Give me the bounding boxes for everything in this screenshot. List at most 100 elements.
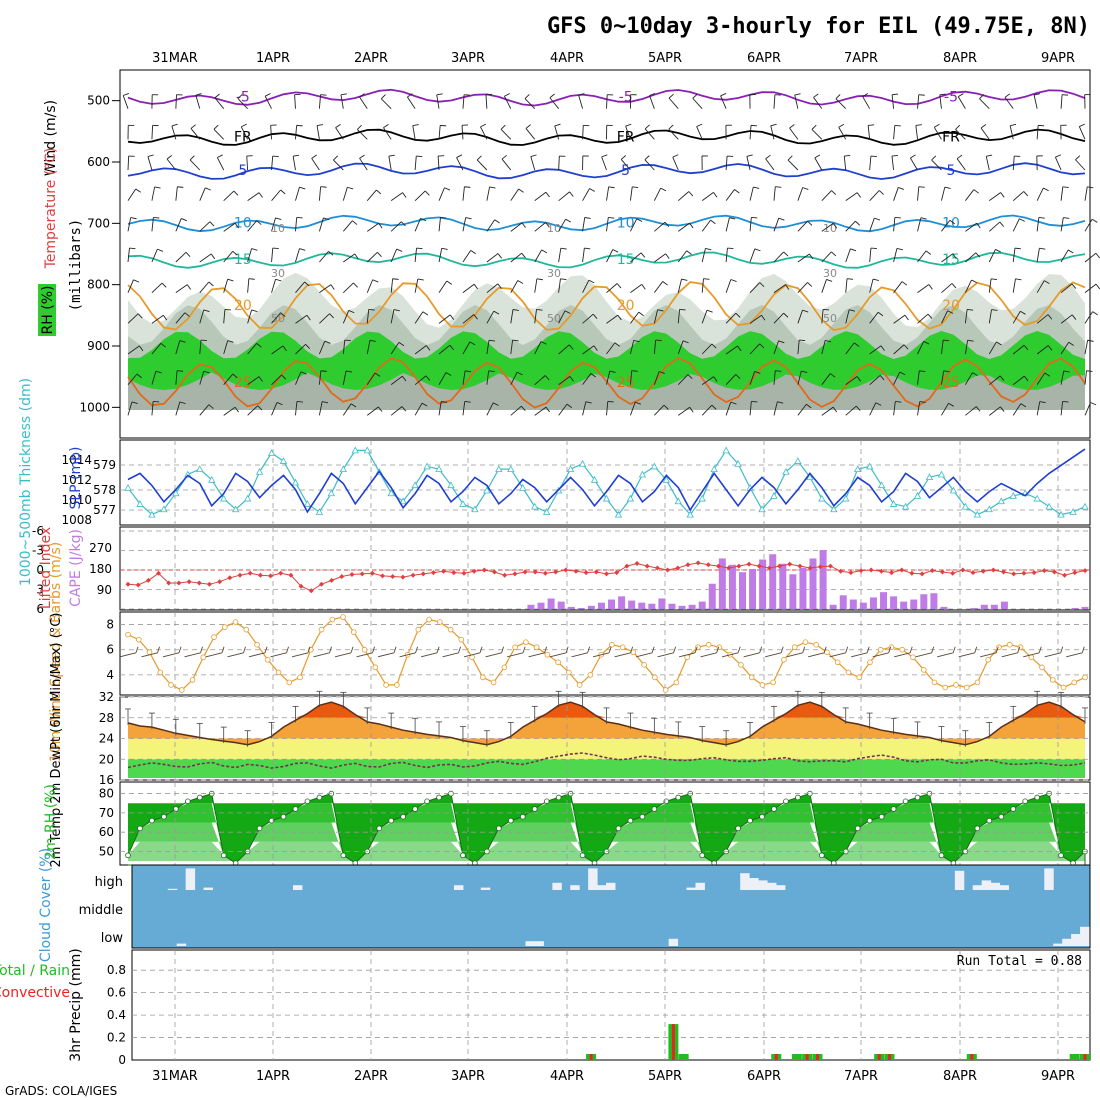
wind-barb-flag xyxy=(832,406,838,413)
bottom-date-label: 6APR xyxy=(747,1069,781,1084)
wind-barb xyxy=(412,125,416,140)
wind-barb-flag xyxy=(831,190,837,196)
wind-barb xyxy=(933,127,942,140)
wind-barb xyxy=(696,126,703,140)
wind-barb-flag xyxy=(189,155,195,161)
cape-bar xyxy=(1081,606,1089,609)
wind-barb-flag xyxy=(383,123,389,129)
wind-barb xyxy=(223,373,234,385)
wind-barb-flag xyxy=(518,188,524,193)
wind-barb-flag xyxy=(689,222,694,229)
wind-barb xyxy=(1084,252,1097,263)
wind-barb-flag xyxy=(918,186,925,188)
cape-bar xyxy=(537,602,545,609)
wind-speed-point xyxy=(286,679,293,686)
wind-speed-point xyxy=(985,656,992,663)
rh-point xyxy=(902,798,909,805)
wind-barb-flag xyxy=(416,247,423,250)
rh-point xyxy=(938,852,945,859)
lifted-index-point xyxy=(736,563,742,569)
wind-barb-flag xyxy=(850,248,857,252)
surface-wind-barb-flag xyxy=(1017,646,1021,653)
wind-barb xyxy=(549,97,560,109)
wind-speed-point xyxy=(931,679,938,686)
cape-bar xyxy=(910,599,918,609)
wind-barb xyxy=(342,340,346,355)
wind-barb xyxy=(530,156,536,171)
wind-barb xyxy=(813,97,823,109)
wind-barb xyxy=(956,158,966,171)
wind-barb-flag xyxy=(258,192,263,198)
wind-barb xyxy=(964,279,972,293)
wind-barb-flag xyxy=(995,249,1002,253)
wind-speed-point xyxy=(125,631,131,638)
wind-barb xyxy=(510,340,514,355)
wind-barb xyxy=(1084,340,1089,355)
wind-barb-flag xyxy=(990,278,998,280)
wind-barb-flag xyxy=(400,221,406,227)
cloud-bar xyxy=(775,885,786,890)
wind-barb-flag xyxy=(754,248,761,252)
thickness-point xyxy=(1057,510,1065,518)
wind-barb xyxy=(979,98,990,109)
wind-barb xyxy=(988,278,992,293)
wind-barb xyxy=(462,217,467,232)
thickness-point xyxy=(447,481,455,489)
cape-bar xyxy=(900,601,908,609)
wind-barb xyxy=(1036,280,1045,293)
wind-barb-flag xyxy=(560,278,567,280)
wind-barb xyxy=(989,221,1001,232)
wind-barb-flag xyxy=(566,403,573,409)
wind-barb-flag xyxy=(525,124,531,129)
wind-barb xyxy=(668,97,679,109)
wind-barb xyxy=(247,248,253,263)
wind-barb-flag xyxy=(227,340,234,343)
wind-barb-flag xyxy=(765,154,771,160)
wind-barb-flag xyxy=(664,221,670,227)
wind-barb-flag xyxy=(973,189,979,194)
rh-point xyxy=(1058,852,1064,859)
isotherm-line xyxy=(127,214,1086,233)
wind-barb xyxy=(838,126,847,140)
wind-barb-flag xyxy=(590,373,597,378)
wind-barb-flag xyxy=(608,217,615,219)
bottom-date-label: 2APR xyxy=(354,1069,388,1084)
wind-barb-flag xyxy=(446,280,453,285)
rh-contour-label: 30 xyxy=(547,267,561,280)
wind-speed-point xyxy=(383,682,389,688)
surface-wind-barb-flag xyxy=(415,646,418,653)
wind-barb xyxy=(380,98,392,109)
wind-barb xyxy=(558,310,566,324)
lifted-index-point xyxy=(960,567,966,573)
wind-barb-flag xyxy=(464,401,471,403)
surface-wind-barb xyxy=(894,652,911,658)
surface-wind-barb xyxy=(356,652,373,658)
surface-wind-barb-flag xyxy=(608,646,612,653)
wind-barb xyxy=(383,127,392,140)
wind-barb xyxy=(582,125,584,140)
wind-barb xyxy=(654,221,666,232)
wind-speed-point xyxy=(211,634,217,640)
temp-grid: 32 28 24 20 16 xyxy=(99,690,1090,787)
wind-barb xyxy=(653,187,662,201)
wind-barb-flag xyxy=(585,401,592,404)
wind-barb-flag xyxy=(560,247,567,250)
wind-barb xyxy=(1012,191,1025,202)
lifted-index-point xyxy=(766,565,772,571)
cloud-bar xyxy=(453,885,464,890)
thickness-point xyxy=(148,510,156,518)
bottom-date-axis: 31MAR 1APR 2APR 3APR 4APR 5APR 6APR 7APR 8APR 9AP… xyxy=(152,1069,1075,1084)
lifted-index-point xyxy=(145,577,151,583)
wind-barb-flag xyxy=(1071,283,1077,289)
wind-barb xyxy=(295,343,306,355)
wind-barb-flag xyxy=(814,154,821,159)
wind-barb xyxy=(1004,97,1014,109)
rh-point xyxy=(507,817,514,824)
wind-barb-flag xyxy=(154,186,161,189)
wind-barb xyxy=(390,192,403,202)
thickness-point xyxy=(267,449,276,456)
wind-barb xyxy=(166,158,177,171)
surface-wind-barb xyxy=(958,652,975,658)
thickness-point xyxy=(1045,502,1053,510)
wind-barb xyxy=(578,95,584,109)
